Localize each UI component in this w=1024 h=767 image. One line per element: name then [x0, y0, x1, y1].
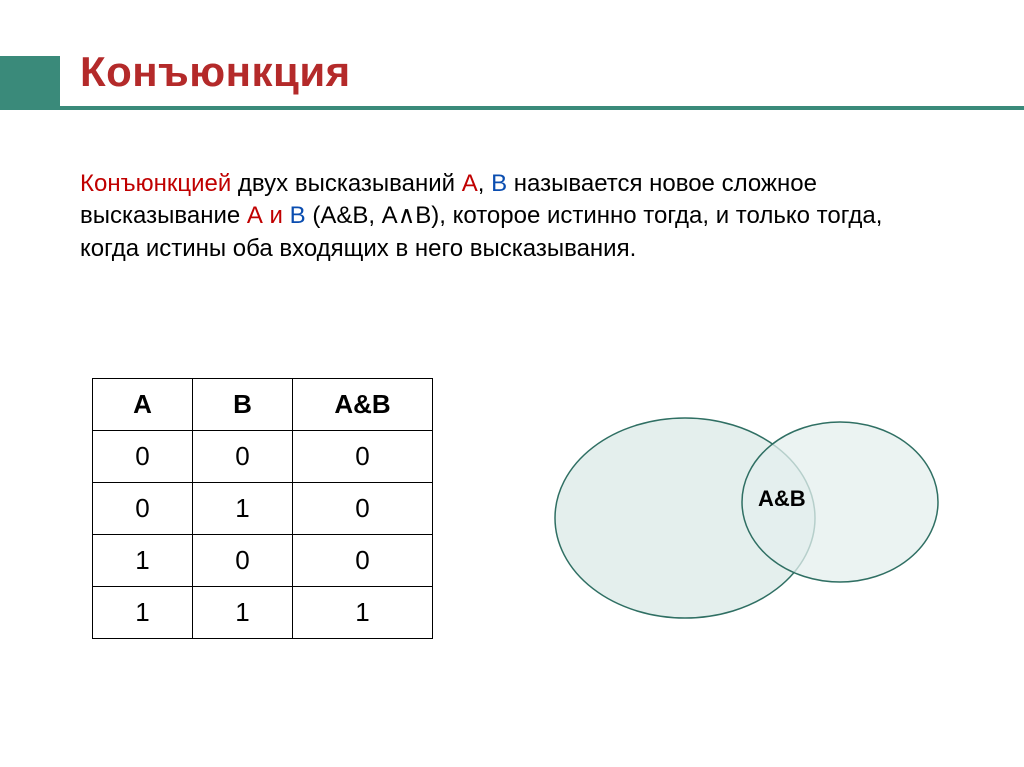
venn-intersection-label: А&В — [758, 486, 806, 512]
title-accent-bar — [0, 56, 60, 110]
def-comma: , — [478, 170, 491, 197]
content-area: Конъюнкцией двух высказываний А, В назыв… — [80, 168, 944, 265]
venn-svg — [540, 400, 960, 660]
venn-diagram: А&В — [540, 400, 940, 660]
cell: 0 — [193, 431, 293, 483]
def-part1: двух высказываний — [231, 170, 461, 197]
table-row: 0 0 0 — [93, 431, 433, 483]
def-lead: Конъюнкцией — [80, 170, 231, 197]
col-header-ab: А&В — [293, 379, 433, 431]
def-B: В — [491, 170, 507, 197]
truth-table: А В А&В 0 0 0 0 1 0 1 0 0 1 1 1 — [92, 378, 433, 639]
slide-title: Конъюнкция — [80, 48, 351, 96]
col-header-b: В — [193, 379, 293, 431]
cell: 1 — [93, 535, 193, 587]
table-row: 0 1 0 — [93, 483, 433, 535]
def-B2: В — [290, 202, 306, 229]
definition-paragraph: Конъюнкцией двух высказываний А, В назыв… — [80, 168, 944, 265]
cell: 0 — [293, 483, 433, 535]
col-header-a: А — [93, 379, 193, 431]
cell: 1 — [193, 483, 293, 535]
cell: 1 — [293, 587, 433, 639]
title-underline — [60, 106, 1024, 110]
cell: 0 — [93, 431, 193, 483]
table-header-row: А В А&В — [93, 379, 433, 431]
cell: 1 — [193, 587, 293, 639]
cell: 0 — [193, 535, 293, 587]
def-and: и — [263, 202, 290, 229]
table-row: 1 0 0 — [93, 535, 433, 587]
truth-table-container: А В А&В 0 0 0 0 1 0 1 0 0 1 1 1 — [92, 378, 433, 639]
def-A2: А — [247, 202, 263, 229]
cell: 0 — [93, 483, 193, 535]
def-paren-open: (А&В, А — [306, 202, 398, 229]
cell: 0 — [293, 535, 433, 587]
cell: 0 — [293, 431, 433, 483]
cell: 1 — [93, 587, 193, 639]
table-row: 1 1 1 — [93, 587, 433, 639]
def-wedge: ∧ — [398, 202, 416, 229]
def-A: А — [462, 170, 478, 197]
